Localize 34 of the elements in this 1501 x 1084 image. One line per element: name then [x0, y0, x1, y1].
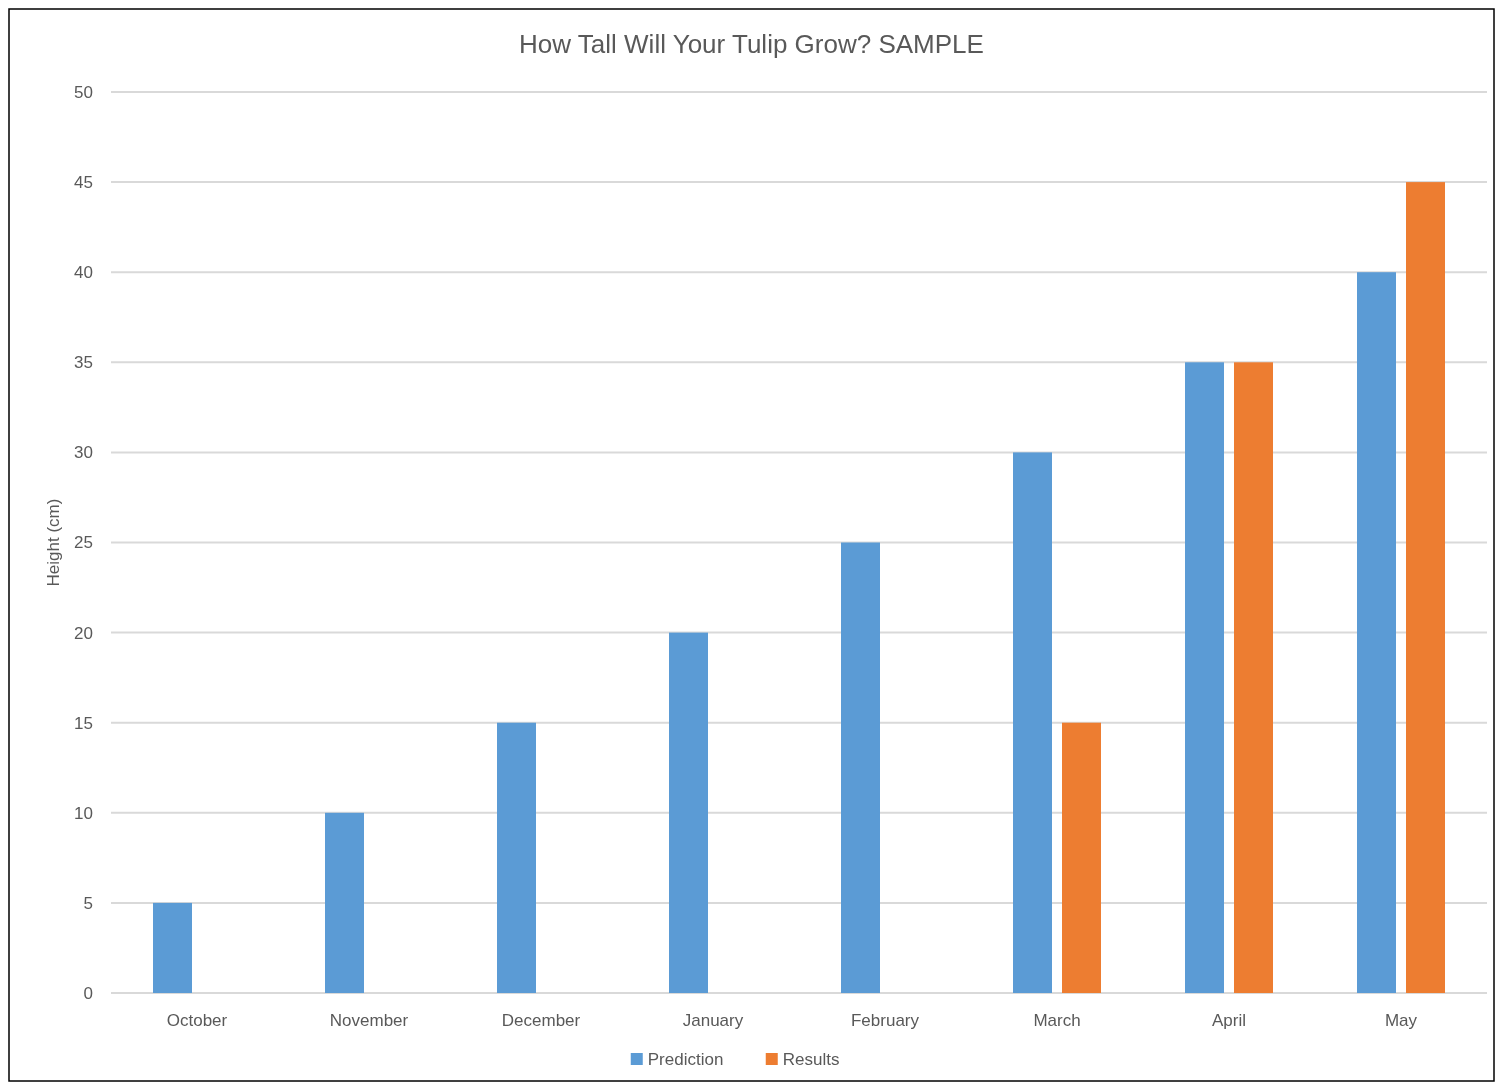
bar [497, 722, 536, 993]
bar [1234, 362, 1273, 993]
bar [841, 542, 880, 993]
y-tick-label: 5 [83, 893, 93, 913]
x-tick-label: December [501, 1011, 581, 1030]
x-tick-label: November [329, 1011, 409, 1030]
y-tick-label: 45 [74, 173, 93, 193]
x-tick-label: October [166, 1011, 228, 1030]
y-tick-label: 30 [74, 443, 93, 463]
bar [153, 902, 192, 993]
y-tick-label: 15 [74, 713, 93, 733]
legend-label: Results [782, 1049, 840, 1069]
bar [1406, 182, 1445, 993]
bar [325, 812, 364, 993]
legend-label: Prediction [647, 1049, 724, 1069]
y-tick-label: 25 [74, 533, 93, 553]
bar [1357, 272, 1396, 993]
bar [1185, 362, 1224, 993]
x-tick-label: March [1033, 1011, 1081, 1030]
y-tick-label: 20 [74, 623, 93, 643]
y-tick-label: 10 [74, 803, 93, 823]
x-tick-label: February [850, 1011, 920, 1030]
y-tick-label: 50 [74, 82, 93, 102]
x-tick-label: January [682, 1011, 744, 1030]
y-axis-title: Height (cm) [44, 498, 63, 587]
x-tick-label: April [1211, 1011, 1247, 1030]
bar [669, 632, 708, 993]
chart-title: How Tall Will Your Tulip Grow? SAMPLE [519, 29, 984, 59]
y-tick-label: 0 [83, 983, 93, 1003]
y-tick-label: 40 [74, 263, 93, 283]
y-tick-label: 35 [74, 353, 93, 373]
bar [1062, 722, 1101, 993]
x-tick-label: May [1384, 1011, 1418, 1030]
bar [1013, 452, 1052, 993]
